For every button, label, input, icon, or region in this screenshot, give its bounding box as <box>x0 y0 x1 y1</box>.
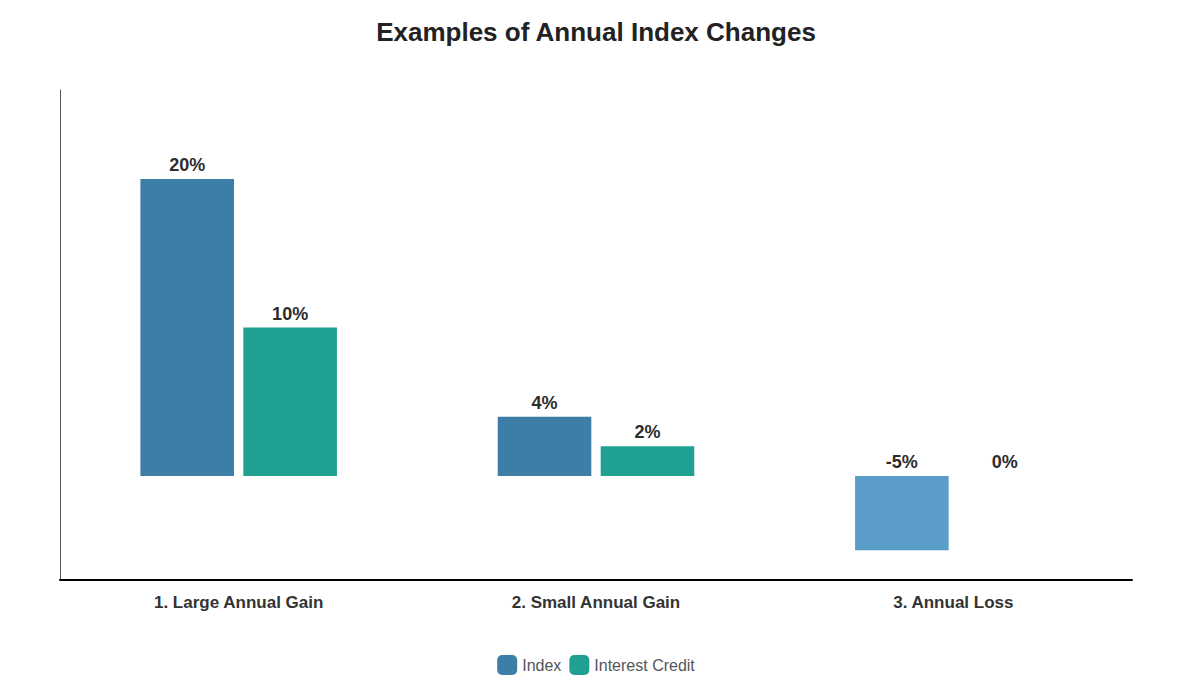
svg-text:20%: 20% <box>169 155 205 175</box>
svg-text:-5%: -5% <box>886 452 918 472</box>
svg-text:Index: Index <box>522 657 561 674</box>
svg-text:4%: 4% <box>532 393 558 413</box>
svg-text:2. Small Annual Gain: 2. Small Annual Gain <box>512 593 680 612</box>
svg-text:1. Large Annual Gain: 1. Large Annual Gain <box>154 593 323 612</box>
svg-text:Examples of Annual Index Chang: Examples of Annual Index Changes <box>376 17 816 47</box>
svg-text:3. Annual Loss: 3. Annual Loss <box>893 593 1013 612</box>
svg-text:Interest Credit: Interest Credit <box>594 657 695 674</box>
svg-text:0%: 0% <box>992 452 1018 472</box>
svg-text:2%: 2% <box>634 422 660 442</box>
svg-text:10%: 10% <box>272 304 308 324</box>
